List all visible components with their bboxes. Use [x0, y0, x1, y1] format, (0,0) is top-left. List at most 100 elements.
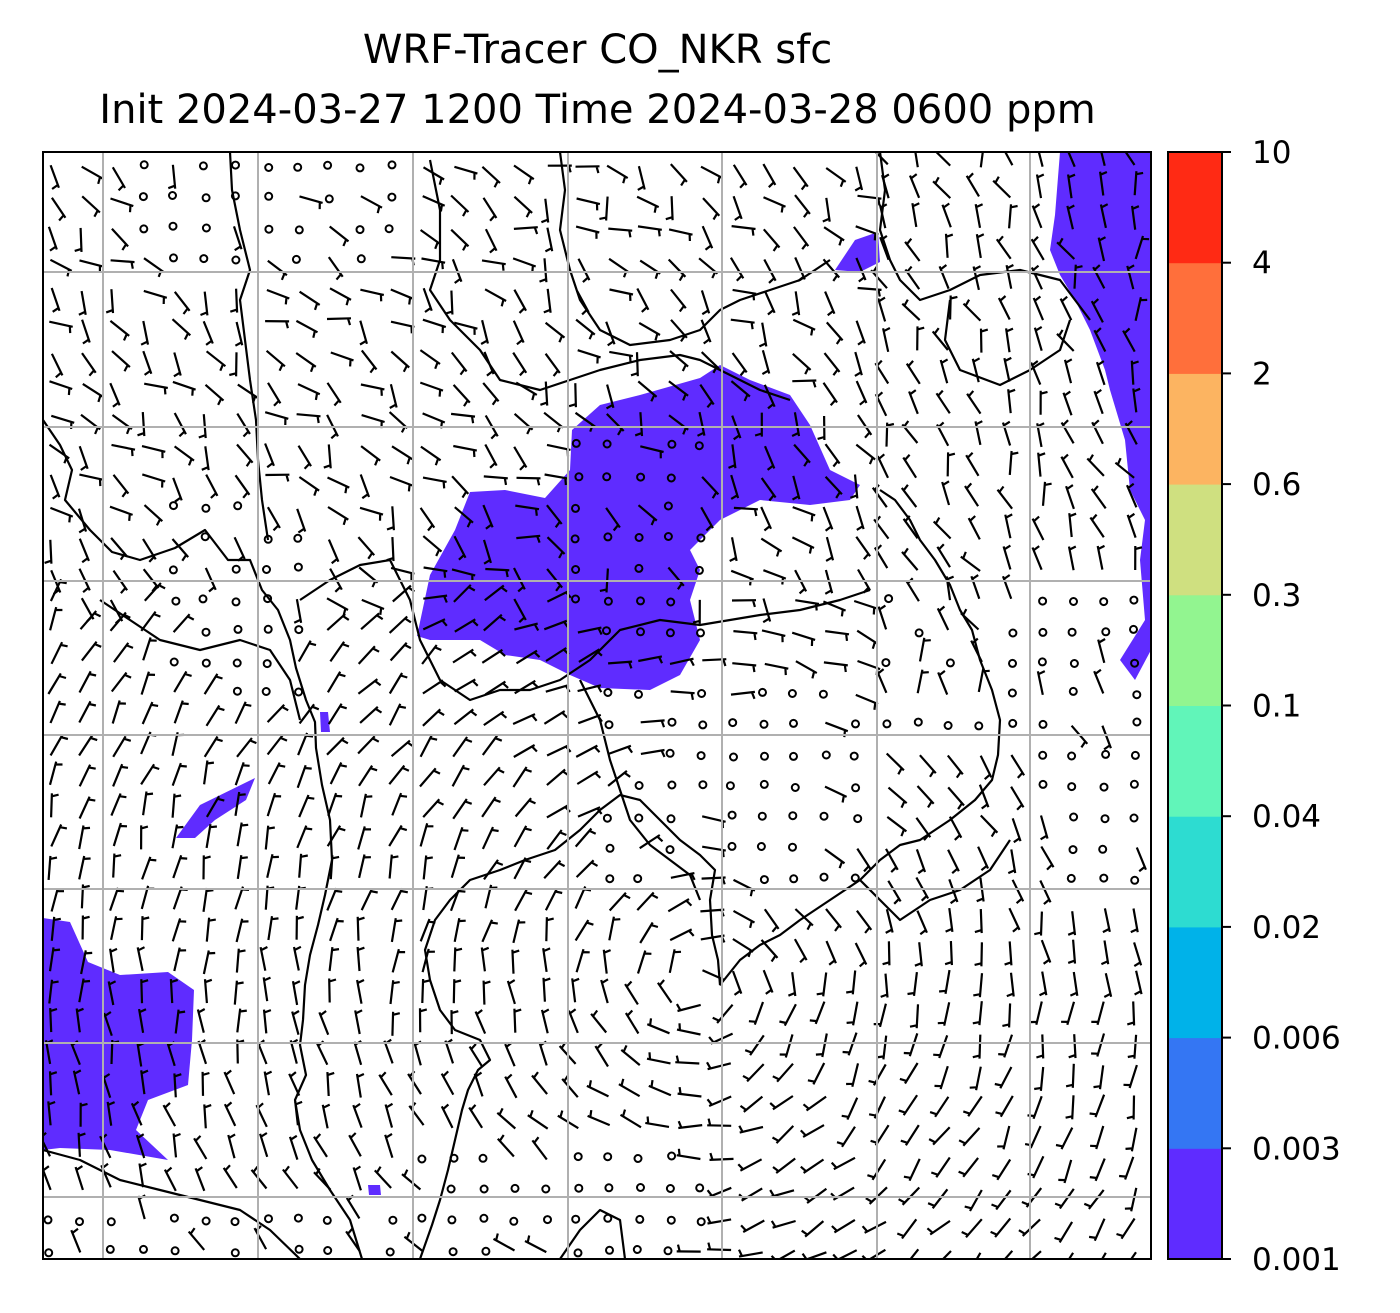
wind-barb — [544, 353, 561, 377]
wind-barb — [1006, 972, 1015, 998]
wind-barb — [484, 414, 499, 440]
wind-barb — [173, 670, 192, 693]
wind-barb — [388, 703, 407, 726]
calm-wind-marker — [603, 1152, 613, 1162]
wind-barb — [760, 506, 773, 532]
calm-wind-marker — [666, 814, 676, 824]
wind-barb — [233, 980, 244, 1005]
wind-barb — [1008, 907, 1021, 933]
wind-barb — [422, 287, 433, 313]
wind-barb — [355, 1072, 365, 1098]
wind-barb — [1035, 173, 1045, 199]
wind-barb — [453, 321, 478, 335]
wind-barb — [79, 1102, 88, 1127]
calm-wind-marker — [663, 501, 673, 511]
calm-wind-marker — [667, 717, 677, 727]
wind-barb — [453, 826, 469, 851]
wind-barb — [194, 1166, 206, 1192]
wind-barb — [928, 1126, 951, 1146]
wind-barb — [323, 444, 332, 469]
wind-barb — [1037, 152, 1044, 167]
wind-barb — [264, 825, 275, 850]
calm-wind-marker — [293, 162, 303, 172]
calm-wind-marker — [139, 160, 149, 170]
wind-barb — [574, 919, 594, 942]
wind-barb — [932, 517, 952, 540]
calm-wind-marker — [667, 439, 677, 449]
wind-barb — [1127, 1034, 1138, 1059]
wind-barb — [326, 671, 346, 693]
wind-barb — [637, 380, 658, 402]
calm-wind-marker — [263, 624, 273, 634]
calm-wind-marker — [1129, 624, 1138, 634]
wind-barb — [540, 1008, 550, 1034]
wind-barb — [514, 622, 540, 632]
wind-barb — [266, 792, 282, 817]
wind-barb — [101, 1073, 112, 1099]
wind-barb — [824, 291, 836, 317]
wind-barb — [450, 854, 466, 879]
wind-barb — [330, 351, 354, 367]
calm-wind-marker — [169, 1213, 179, 1223]
wind-barb — [974, 203, 984, 228]
wind-barb — [667, 898, 693, 913]
wind-barb — [544, 321, 566, 343]
wind-barb — [512, 713, 538, 726]
calm-wind-marker — [1130, 750, 1140, 760]
wind-barb — [608, 227, 633, 238]
wind-barb — [676, 1244, 701, 1253]
wind-barb — [327, 476, 350, 494]
wind-barb — [454, 506, 474, 528]
wind-barb — [656, 979, 673, 1004]
wind-barb — [357, 826, 372, 850]
wind-barb — [824, 785, 848, 803]
wind-barb — [997, 295, 1011, 320]
calm-wind-marker — [636, 596, 645, 606]
wind-barb — [1034, 1066, 1045, 1092]
wind-barb — [970, 574, 981, 600]
wind-barb — [887, 786, 908, 809]
wind-barb — [358, 765, 378, 787]
wind-barb — [1102, 908, 1111, 934]
wind-barb — [944, 233, 954, 258]
wind-barb — [50, 824, 68, 847]
wind-barb — [670, 690, 695, 701]
wind-barb — [728, 444, 737, 469]
wind-barb — [822, 506, 834, 532]
wind-barb — [299, 195, 323, 210]
wind-barb — [1031, 515, 1045, 541]
calm-wind-marker — [603, 596, 613, 606]
wind-barb — [809, 1001, 826, 1025]
wind-barb — [934, 152, 951, 167]
wind-barb — [825, 908, 842, 932]
wind-barb — [825, 321, 844, 345]
wind-barb — [1034, 911, 1043, 936]
wind-barb — [587, 1109, 611, 1127]
wind-barb — [326, 736, 349, 756]
wind-barb — [882, 327, 891, 353]
calm-wind-marker — [573, 1248, 583, 1258]
wind-barb — [779, 1034, 794, 1058]
calm-wind-marker — [849, 751, 859, 761]
calm-wind-marker — [818, 689, 828, 699]
wind-barb — [47, 672, 67, 695]
wind-barb — [816, 972, 828, 997]
calm-wind-marker — [138, 192, 148, 202]
wind-barb — [110, 671, 132, 693]
wind-barb — [234, 474, 251, 499]
calm-wind-marker — [850, 873, 860, 883]
wind-barb — [474, 1009, 487, 1035]
wind-barb — [389, 475, 413, 492]
calm-wind-marker — [694, 565, 704, 575]
wind-barb — [855, 505, 865, 531]
wind-barb — [452, 648, 477, 664]
wind-barb — [667, 258, 687, 282]
calm-wind-marker — [43, 1215, 53, 1225]
calm-wind-marker — [571, 565, 581, 574]
wind-barb — [792, 379, 817, 388]
calm-wind-marker — [417, 1154, 427, 1164]
wind-barb — [936, 605, 950, 631]
wind-barb — [453, 535, 467, 561]
calm-wind-marker — [789, 874, 799, 884]
wind-barb — [830, 1156, 856, 1171]
